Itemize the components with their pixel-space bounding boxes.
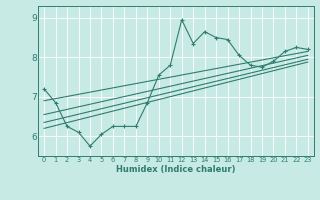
X-axis label: Humidex (Indice chaleur): Humidex (Indice chaleur) xyxy=(116,165,236,174)
